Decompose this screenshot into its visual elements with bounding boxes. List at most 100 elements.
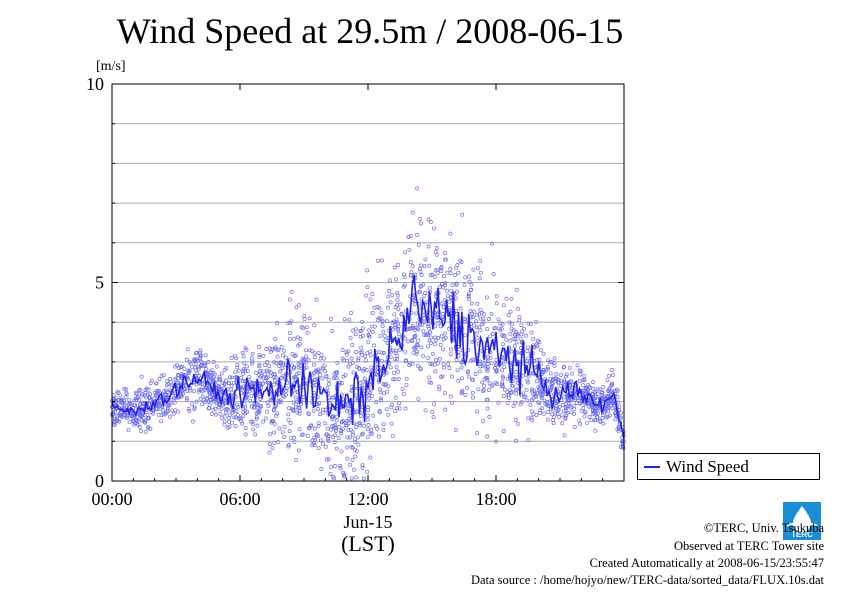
sample-point <box>133 421 137 426</box>
sample-point <box>113 396 118 401</box>
sample-point <box>157 376 162 381</box>
sample-point <box>593 391 597 396</box>
sample-point <box>582 414 587 419</box>
sample-point <box>525 349 530 353</box>
sample-point <box>605 402 610 407</box>
sample-point <box>148 396 153 401</box>
sample-point <box>379 310 384 315</box>
x-tick-label: 06:00 <box>219 489 260 509</box>
sample-point <box>192 405 197 410</box>
sample-point <box>470 315 475 320</box>
sample-point <box>564 372 569 377</box>
sample-point <box>504 296 509 301</box>
sample-point <box>478 258 483 263</box>
sample-point <box>448 266 453 271</box>
sample-point <box>165 379 170 384</box>
sample-point <box>224 378 228 383</box>
sample-point <box>372 324 377 329</box>
sample-point <box>331 435 335 440</box>
sample-point <box>364 293 369 298</box>
sample-point <box>501 429 506 433</box>
sample-point <box>249 404 254 409</box>
sample-point <box>403 349 408 354</box>
sample-point <box>283 355 288 360</box>
sample-point <box>606 408 611 413</box>
sample-point <box>589 418 594 423</box>
sample-point <box>410 210 415 215</box>
sample-point <box>368 353 373 358</box>
sample-point <box>529 398 534 403</box>
sample-point <box>333 464 337 468</box>
sample-point <box>127 420 132 425</box>
sample-point <box>432 362 437 367</box>
date-label: Jun-15 <box>344 512 393 532</box>
sample-point <box>485 327 490 332</box>
sample-point <box>346 427 351 432</box>
sample-point <box>365 285 370 290</box>
sample-point <box>276 398 281 403</box>
sample-point <box>377 315 382 320</box>
sample-point <box>484 367 489 371</box>
sample-point <box>296 365 301 370</box>
sample-point <box>356 356 361 361</box>
sample-point <box>257 355 262 360</box>
sample-point <box>258 370 262 375</box>
sample-point <box>304 325 309 330</box>
sample-point <box>151 411 156 416</box>
sample-point <box>449 374 454 379</box>
y-axis-unit: [m/s] <box>96 59 126 74</box>
sample-point <box>568 365 572 370</box>
sample-point <box>466 294 471 299</box>
sample-point <box>443 407 448 412</box>
sample-point <box>358 380 363 385</box>
sample-point <box>426 322 431 327</box>
sample-point <box>605 378 610 383</box>
sample-point <box>194 399 199 404</box>
sample-point <box>198 351 203 356</box>
sample-point <box>281 362 286 367</box>
sample-point <box>363 354 368 359</box>
sample-point <box>578 401 583 406</box>
sample-point <box>392 377 397 382</box>
sample-point <box>508 388 512 393</box>
sample-point <box>470 311 475 316</box>
sample-point <box>313 437 318 442</box>
legend-swatch <box>644 465 660 468</box>
sample-point <box>403 250 408 255</box>
sample-point <box>365 351 370 356</box>
sample-point <box>381 422 386 427</box>
sample-point <box>561 408 566 413</box>
sample-point <box>495 382 500 387</box>
sample-point <box>426 217 431 222</box>
sample-point <box>366 423 371 427</box>
sample-point <box>410 339 415 344</box>
sample-point <box>233 370 237 375</box>
sample-point <box>596 391 601 396</box>
sample-point <box>205 386 210 390</box>
sample-point <box>244 364 249 369</box>
sample-point <box>145 412 150 417</box>
sample-point <box>345 456 350 461</box>
legend-label: Wind Speed <box>666 456 749 476</box>
sample-point <box>440 314 445 319</box>
sample-point <box>347 435 352 440</box>
sample-point <box>396 307 401 312</box>
sample-point <box>428 361 433 366</box>
sample-point <box>447 366 452 370</box>
sample-point <box>454 309 459 313</box>
sample-point <box>328 472 333 476</box>
sample-point <box>187 408 192 413</box>
sample-point <box>264 347 269 351</box>
sample-point <box>267 450 272 455</box>
sample-point <box>135 418 140 423</box>
sample-point <box>357 421 362 426</box>
sample-point <box>293 402 298 407</box>
sample-point <box>345 445 350 450</box>
sample-point <box>469 282 474 287</box>
sample-point <box>613 417 618 422</box>
sample-point <box>216 383 221 388</box>
sample-point <box>432 226 436 231</box>
sample-point <box>390 292 395 297</box>
sample-point <box>265 400 270 405</box>
sample-point <box>221 402 226 407</box>
